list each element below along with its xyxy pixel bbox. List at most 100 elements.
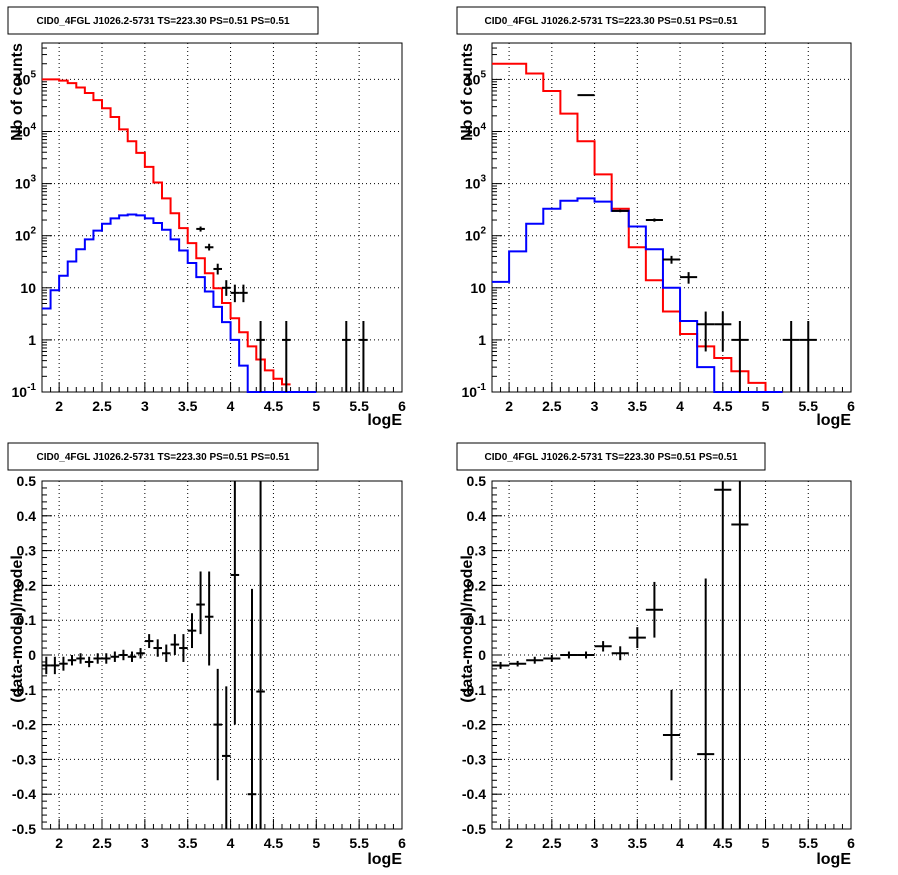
data-point — [359, 321, 368, 392]
data-point — [577, 651, 595, 659]
x-tick-label: 5.5 — [349, 398, 369, 414]
data-point — [731, 481, 749, 829]
data-point — [67, 655, 77, 666]
data-point — [110, 651, 120, 662]
y-tick-label: -0.2 — [12, 717, 36, 733]
data-point — [213, 263, 222, 275]
data-point — [509, 660, 527, 667]
data-point — [714, 481, 732, 829]
y-tick-label: -0.3 — [12, 751, 36, 767]
y-tick-label: -0.1 — [12, 682, 36, 698]
chart-title: CID0_4FGL J1026.2-5731 TS=223.30 PS=0.51… — [36, 16, 289, 27]
y-axis-label: Nb of counts — [459, 43, 476, 141]
y-tick-label: 1 — [478, 332, 486, 348]
x-tick-label: 3 — [591, 398, 599, 414]
data-point — [342, 321, 351, 392]
series-step-line-1 — [42, 78, 291, 386]
y-tick-label: 105 — [15, 69, 37, 87]
x-tick-label: 2.5 — [92, 398, 112, 414]
data-point — [782, 321, 800, 392]
x-tick-label: 3 — [141, 398, 149, 414]
data-point — [662, 689, 681, 781]
data-point — [680, 272, 698, 284]
x-tick-label: 6 — [847, 835, 855, 851]
title-box — [7, 6, 319, 35]
x-tick-label: 5.5 — [349, 835, 369, 851]
title-box — [456, 6, 766, 35]
y-tick-label: 1 — [28, 332, 36, 348]
x-tick-label: 4 — [676, 398, 684, 414]
data-point — [611, 209, 629, 213]
x-tick-label: 4.5 — [264, 835, 284, 851]
data-point — [144, 634, 154, 649]
y-tick-label: 0.1 — [467, 612, 487, 628]
y-tick-label: 104 — [15, 122, 37, 140]
x-tick-label: 4 — [227, 835, 235, 851]
x-tick-label: 3.5 — [178, 398, 198, 414]
chart-panel-4: CID0_4FGL J1026.2-5731 TS=223.30 PS=0.51… — [456, 442, 855, 868]
data-point — [239, 284, 248, 303]
y-tick-label: 0.2 — [17, 577, 37, 593]
x-tick-label: 6 — [398, 835, 406, 851]
y-tick-label: -0.2 — [462, 717, 486, 733]
x-tick-label: 3.5 — [628, 398, 648, 414]
title-box — [7, 442, 319, 471]
data-point — [230, 284, 240, 303]
x-tick-label: 6 — [398, 398, 406, 414]
data-point — [119, 649, 128, 661]
x-tick-label: 2.5 — [542, 398, 562, 414]
y-tick-label: 0.5 — [17, 473, 37, 489]
data-point — [645, 218, 663, 222]
data-point — [256, 321, 265, 392]
data-point — [42, 656, 51, 675]
x-tick-label: 2 — [55, 835, 63, 851]
data-point — [799, 321, 817, 392]
data-point — [196, 226, 205, 232]
data-point — [662, 255, 681, 264]
title-box — [456, 442, 766, 471]
x-tick-label: 4 — [227, 398, 235, 414]
series-step-line-2 — [42, 213, 317, 393]
data-point — [628, 627, 646, 649]
x-tick-label: 2 — [505, 835, 513, 851]
data-point — [247, 588, 257, 829]
data-point — [50, 656, 60, 675]
x-axis-label: logE — [367, 851, 402, 868]
y-tick-label: 104 — [465, 122, 487, 140]
data-point — [222, 280, 231, 296]
data-point — [697, 311, 715, 352]
y-tick-label: 102 — [465, 226, 487, 244]
x-tick-label: 2 — [55, 398, 63, 414]
y-tick-label: 0 — [478, 647, 486, 663]
data-point — [731, 321, 749, 392]
y-axis-label: (data-model)/model — [459, 555, 476, 703]
data-point — [162, 644, 171, 662]
y-tick-label: 0 — [28, 647, 36, 663]
data-point — [179, 634, 188, 662]
y-tick-label: 0.5 — [467, 473, 487, 489]
data-point — [543, 655, 561, 662]
data-point — [256, 481, 265, 829]
data-point — [196, 571, 205, 635]
data-point — [222, 686, 231, 829]
chart-title: CID0_4FGL J1026.2-5731 TS=223.30 PS=0.51… — [484, 452, 737, 463]
data-point — [594, 641, 612, 652]
data-point — [136, 648, 145, 659]
chart-title: CID0_4FGL J1026.2-5731 TS=223.30 PS=0.51… — [36, 452, 289, 463]
y-tick-label: 10-1 — [462, 382, 487, 400]
data-point — [697, 578, 715, 829]
x-tick-label: 4.5 — [713, 835, 733, 851]
y-tick-label: 0.4 — [17, 508, 37, 524]
chart-title: CID0_4FGL J1026.2-5731 TS=223.30 PS=0.51… — [484, 16, 737, 27]
y-axis-label: (data-model)/model — [9, 555, 26, 703]
x-tick-label: 5 — [762, 398, 770, 414]
chart-panel-1: CID0_4FGL J1026.2-5731 TS=223.30 PS=0.51… — [7, 6, 406, 429]
y-tick-label: -0.5 — [462, 821, 486, 837]
y-tick-label: 102 — [15, 226, 37, 244]
x-tick-label: 2.5 — [542, 835, 562, 851]
x-tick-label: 5 — [312, 835, 320, 851]
data-point — [153, 639, 162, 657]
x-tick-label: 3.5 — [178, 835, 198, 851]
y-tick-label: -0.5 — [12, 821, 36, 837]
